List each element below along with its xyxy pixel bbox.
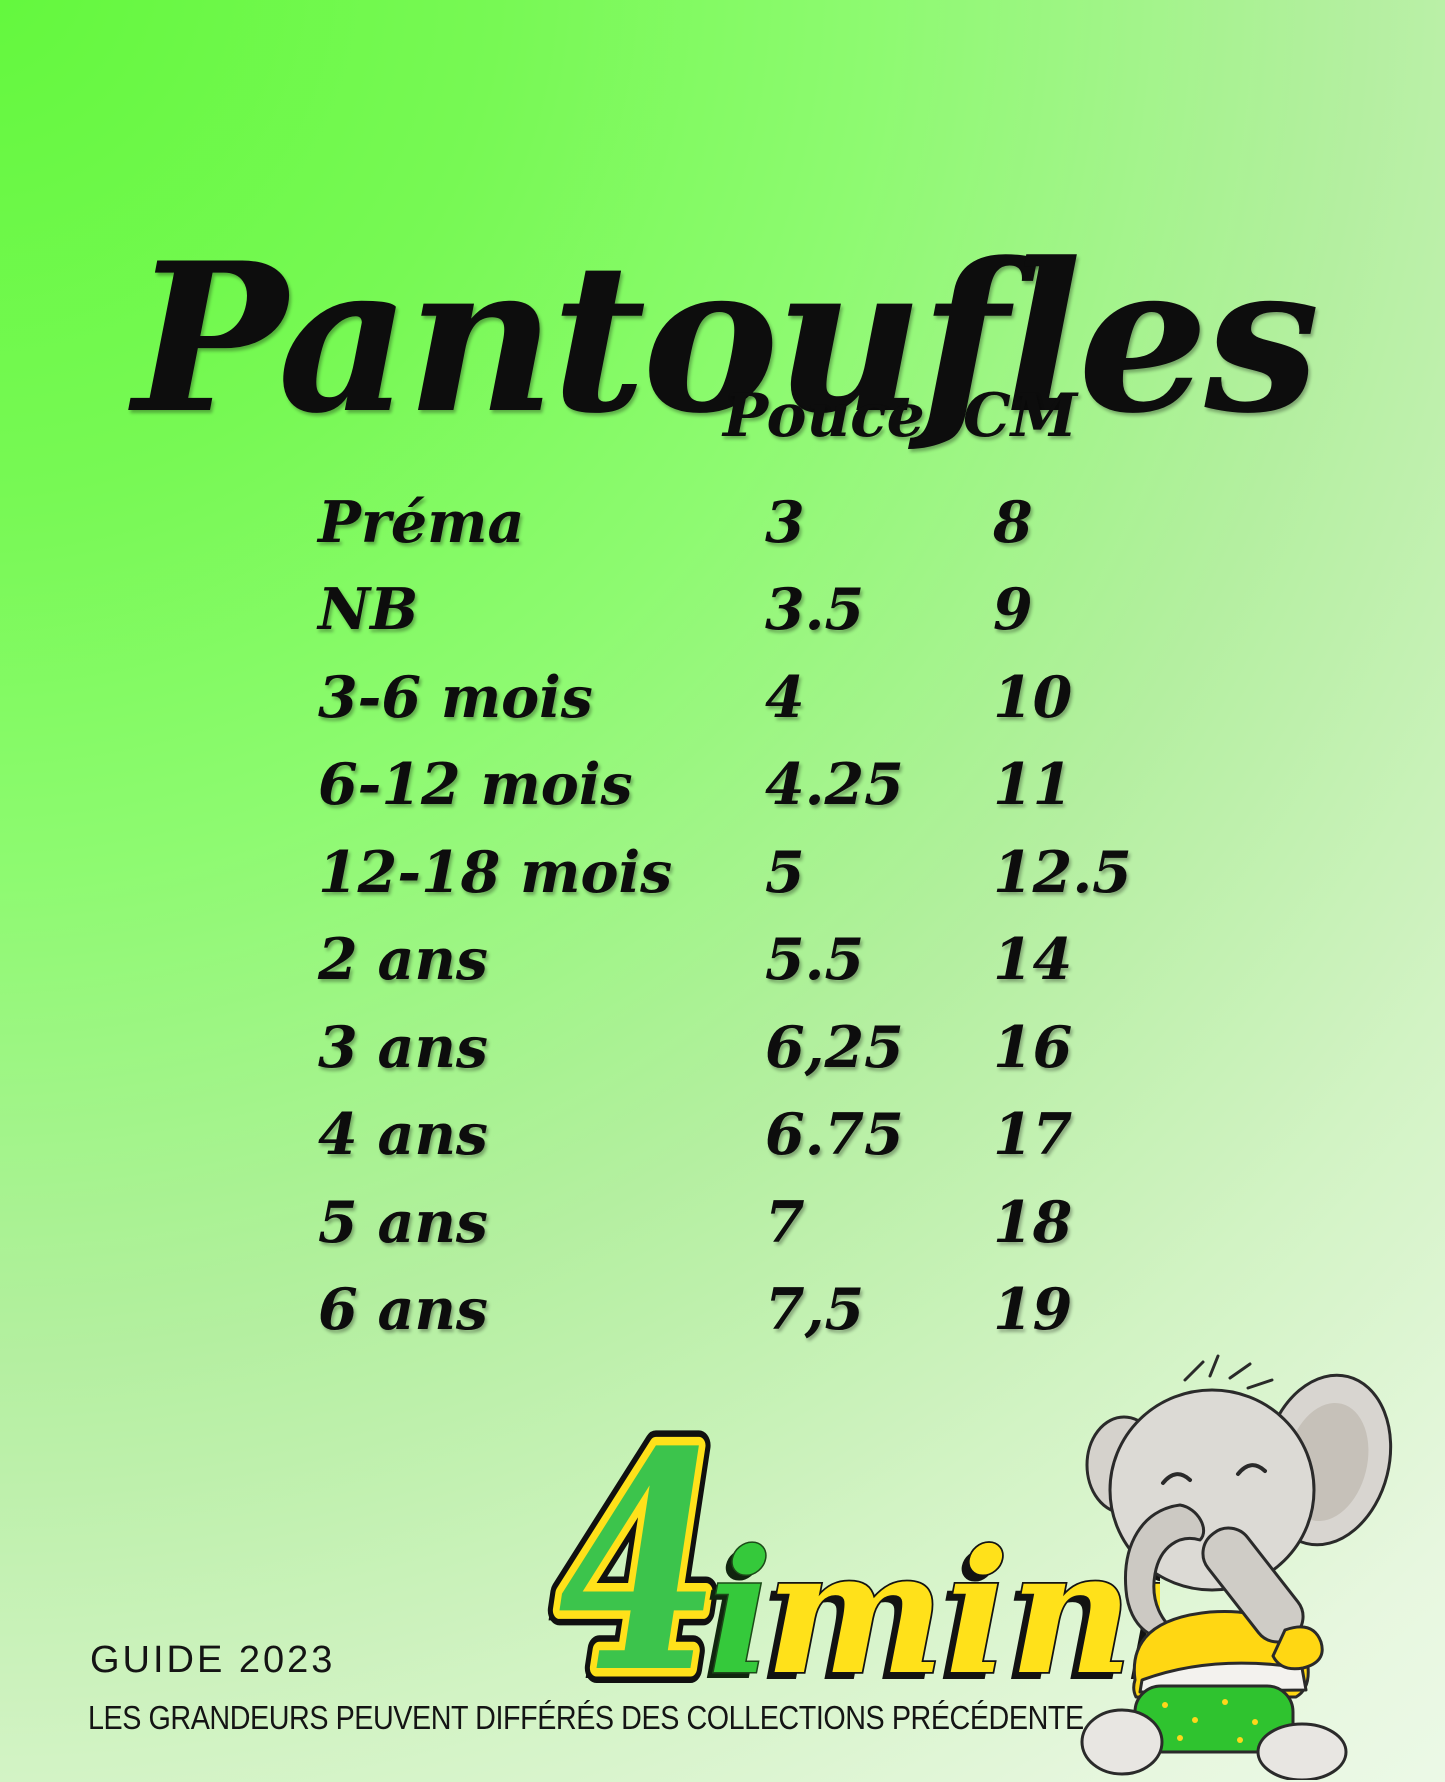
elephant-right-foot [1256,1722,1348,1780]
table-row: 12-18 mois 5 12.5 [0,844,1445,931]
cm-value: 17 [993,1101,1073,1168]
logo-mini: mini [765,1513,1160,1713]
table-row: 6-12 mois 4.25 11 [0,756,1445,843]
elephant-arm [1201,1526,1324,1671]
table-row: 5 ans 7 18 [0,1194,1445,1281]
cm-value: 14 [993,926,1073,993]
logo-i: i [708,1513,773,1713]
pouce-value: 5.5 [765,926,865,993]
table-row: 3-6 mois 4 10 [0,669,1445,756]
table-row: NB 3.5 9 [0,581,1445,668]
page-title: Pantoufles [133,219,1320,460]
size-label: 3-6 mois [318,664,593,731]
size-label: 6-12 mois [318,751,633,818]
pouce-value: 3 [765,489,805,556]
pouce-value: 3.5 [765,576,865,643]
cm-value: 9 [993,576,1033,643]
size-label: 4 ans [318,1101,488,1168]
table-row: 3 ans 6,25 16 [0,1019,1445,1106]
elephant-hair [1183,1354,1274,1390]
logo-numeral-shadow: 4 [547,1400,710,1730]
cm-value: 16 [993,1014,1073,1081]
logo-i-shadow: i [701,1519,766,1719]
logo-numeral-yellow: 4 [558,1400,721,1730]
pouce-value: 6,25 [765,1014,904,1081]
size-label: 6 ans [318,1276,488,1343]
table-row: Préma 3 8 [0,494,1445,581]
table-row: 4 ans 6.75 17 [0,1106,1445,1193]
pouce-value: 6.75 [765,1101,904,1168]
table-row: 6 ans 7,5 19 [0,1281,1445,1368]
elephant-eyes [1161,1463,1267,1485]
size-label: Préma [318,489,525,556]
cm-value: 18 [993,1189,1073,1256]
brand-logo-4imini: 4 4 4 4 i i mini mini [545,1400,1160,1730]
size-disclaimer: LES GRANDEURS PEUVENT DIFFÉRÉS DES COLLE… [88,1699,1084,1736]
size-label: 2 ans [318,926,488,993]
guide-year-label: GUIDE 2023 [90,1639,336,1681]
pouce-value: 5 [765,839,805,906]
logo-numeral-green: 4 [558,1400,721,1730]
column-header-cm: CM [963,381,1078,451]
size-label: 5 ans [318,1189,488,1256]
size-label: 12-18 mois [318,839,673,906]
pouce-value: 4 [765,664,805,731]
elephant-mascot-illustration [1080,1354,1393,1780]
cm-value: 10 [993,664,1073,731]
pouce-value: 4.25 [765,751,904,818]
cm-value: 11 [993,751,1073,818]
cm-value: 12.5 [993,839,1132,906]
table-row: 2 ans 5.5 14 [0,931,1445,1018]
cm-value: 8 [993,489,1033,556]
pouce-value: 7,5 [765,1276,865,1343]
elephant-shorts-dots [1162,1699,1258,1743]
logo-numeral-outline: 4 [558,1400,721,1730]
column-header-pouce: Pouce [723,381,925,451]
size-label: NB [318,576,419,643]
pouce-value: 7 [765,1189,805,1256]
elephant-left-foot [1080,1708,1164,1776]
size-label: 3 ans [318,1014,488,1081]
cm-value: 19 [993,1276,1073,1343]
logo-mini-shadow: mini [757,1520,1160,1720]
